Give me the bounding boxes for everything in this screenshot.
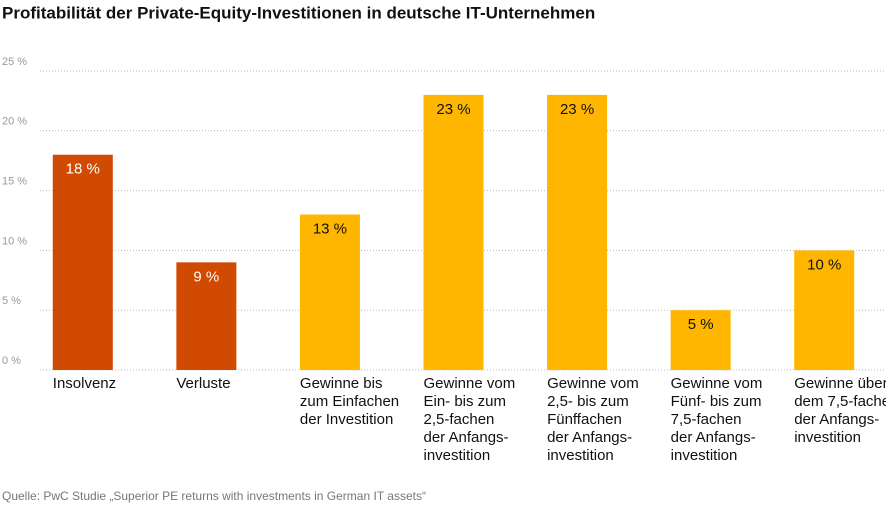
value-label: 10 % — [807, 256, 841, 273]
x-tick-label: Insolvenz — [52, 375, 117, 392]
y-tick-label: 0 % — [2, 355, 21, 367]
source: Quelle: PwC Studie „Superior PE returns … — [2, 489, 426, 503]
y-tick-label: 5 % — [2, 295, 21, 307]
chart-title: Profitabilität der Private-Equity-Invest… — [2, 3, 595, 22]
bar — [547, 94, 608, 371]
x-tick-label: Gewinne vom Fünf- bis zum 7,5-fachen der… — [670, 375, 763, 464]
x-tick-label: Gewinne über dem 7,5-fachen der Anfangs-… — [794, 375, 886, 446]
y-tick-label: 15 % — [2, 176, 27, 188]
y-tick-label: 20 % — [2, 116, 27, 128]
bar — [794, 250, 855, 370]
x-tick-label: Verluste — [176, 375, 231, 392]
x-tick-label: Gewinne vom Ein- bis zum 2,5-fachen der … — [423, 375, 516, 464]
x-tick-label: Gewinne vom 2,5- bis zum Fünffachen der … — [547, 375, 639, 464]
bar — [299, 214, 360, 370]
value-label: 23 % — [560, 101, 594, 118]
bar — [670, 310, 731, 370]
y-tick-label: 25 % — [2, 56, 27, 68]
bar — [423, 94, 484, 371]
value-label: 9 % — [193, 268, 219, 285]
bar — [176, 262, 237, 370]
x-tick-label: Gewinne bis zum Einfachen der Investitio… — [299, 375, 400, 428]
value-label: 13 % — [313, 220, 347, 237]
bar — [52, 154, 113, 370]
y-tick-label: 10 % — [2, 235, 27, 247]
value-label: 23 % — [436, 101, 470, 118]
value-label: 5 % — [688, 316, 714, 333]
value-label: 18 % — [66, 161, 100, 178]
